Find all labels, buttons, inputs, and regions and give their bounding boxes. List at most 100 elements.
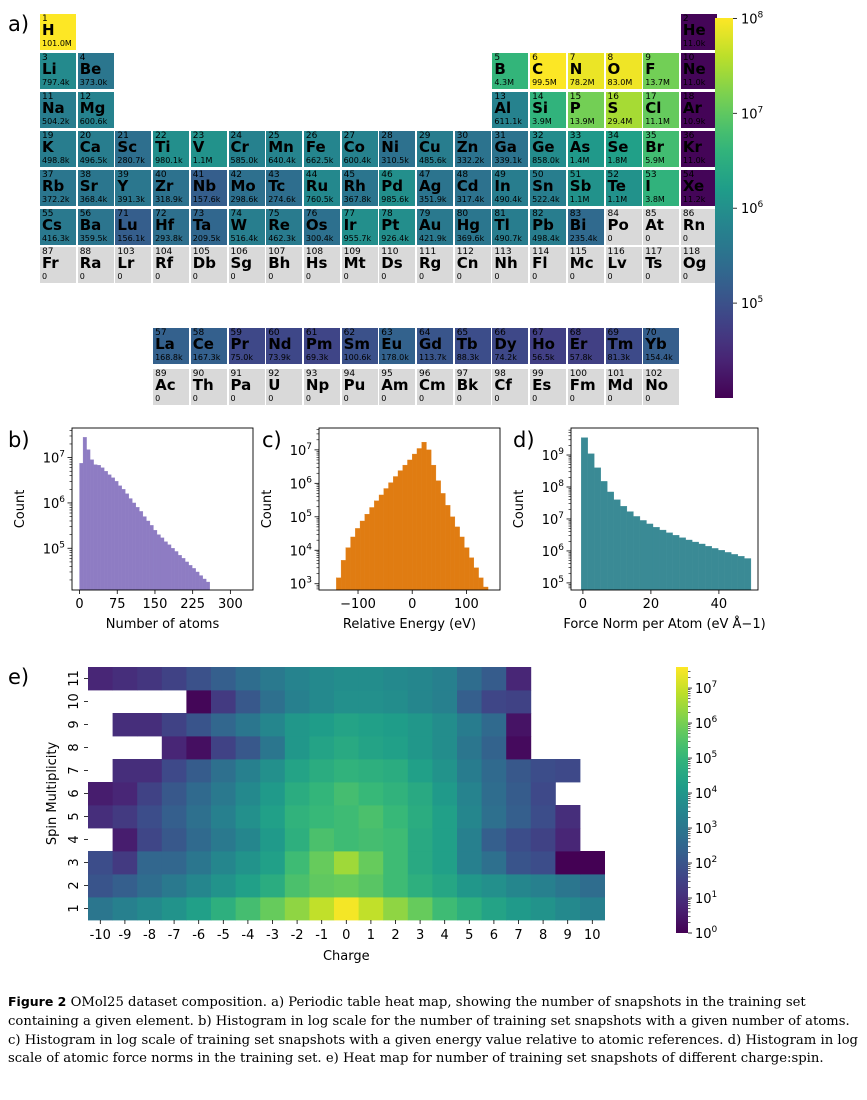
energy-histogram: −100 0 100 103 104 105 106 107 Relative Energy (…	[260, 427, 501, 632]
histogram-bar	[89, 459, 94, 591]
element-number: 56	[79, 208, 92, 219]
element-number: 35	[645, 130, 657, 141]
element-cell-pr: 59 Pr 75.0k	[228, 328, 265, 364]
histogram-bar	[192, 568, 196, 591]
heatmap-cell	[530, 897, 556, 921]
element-count: 0	[494, 272, 500, 282]
x-tick-label: 2	[391, 928, 399, 943]
element-cell-h: 1 H 101.0M	[40, 14, 76, 50]
y-tick-label: 105	[43, 540, 65, 557]
heatmap-cell	[88, 851, 113, 875]
heatmap-cell	[235, 759, 261, 783]
heatmap-cell	[284, 667, 310, 691]
heatmap-cell	[481, 759, 507, 783]
histogram-bar	[665, 532, 673, 591]
element-cell-pm: 61 Pm 69.3k	[303, 328, 340, 364]
element-symbol: Sc	[117, 137, 138, 156]
heatmap-cell	[161, 667, 187, 691]
element-count: 0	[343, 272, 349, 282]
element-count: 490.7k	[494, 233, 522, 243]
heatmap-cell	[137, 805, 163, 829]
element-cell-tl: 81 Tl 490.7k	[492, 208, 529, 245]
x-axis-label: Relative Energy (eV)	[343, 617, 476, 632]
heatmap-cell	[260, 736, 286, 760]
element-count: 522.4k	[532, 194, 560, 204]
element-symbol: Bk	[456, 376, 479, 394]
element-count: 88.3k	[456, 353, 480, 362]
element-count: 167.3k	[192, 353, 221, 362]
x-tick-label: 100	[454, 597, 479, 612]
element-cell-s: 16 S 29.4M	[605, 91, 642, 128]
element-number: 31	[494, 130, 506, 141]
heatmap-cell	[235, 667, 261, 691]
element-symbol: U	[268, 376, 281, 394]
element-count: 955.7k	[343, 233, 372, 243]
element-symbol: Pm	[305, 335, 333, 353]
heatmap-cell	[309, 667, 335, 691]
heatmap-cell	[137, 897, 163, 921]
element-count: 980.1k	[155, 155, 183, 165]
element-count: 274.6k	[268, 194, 296, 204]
element-number: 104	[155, 247, 173, 258]
panel-label-b: b)	[8, 428, 30, 452]
histogram-bar	[195, 571, 200, 591]
histogram-bar	[181, 558, 186, 591]
element-number: 110	[381, 247, 399, 258]
histogram-bar	[177, 555, 182, 591]
element-number: 98	[494, 369, 506, 379]
element-cell-y: 39 Y 391.3k	[115, 169, 152, 206]
y-tick-label: 8	[67, 743, 82, 751]
element-cell-ca: 20 Ca 496.5k	[77, 130, 114, 167]
heatmap-cell	[211, 713, 236, 737]
element-cell-tb: 65 Tb 88.3k	[454, 328, 491, 364]
histogram-bar	[613, 499, 621, 591]
heatmap-cell	[112, 713, 138, 737]
element-cell-rn: 86 Rn 0	[680, 208, 717, 245]
heatmap-cell	[260, 805, 286, 829]
element-cell-mn: 25 Mn 640.4k	[266, 130, 303, 167]
histogram-bar	[685, 539, 693, 591]
heatmap-cell	[555, 851, 581, 875]
element-count: 0	[682, 272, 688, 282]
element-count: 0	[682, 233, 688, 243]
element-symbol: In	[494, 176, 511, 195]
heatmap-cell	[186, 759, 212, 783]
element-symbol: Hs	[305, 254, 328, 273]
element-count: 157.6k	[192, 194, 221, 204]
element-count: 0	[117, 272, 123, 282]
element-cell-dy: 66 Dy 74.2k	[492, 328, 529, 364]
element-symbol: H	[42, 21, 55, 39]
element-symbol: Eu	[381, 335, 403, 353]
element-symbol: Zn	[456, 137, 479, 156]
heatmap-cell	[112, 874, 138, 898]
x-tick-label: 7	[514, 928, 522, 943]
element-number: 111	[419, 247, 437, 258]
element-number: 25	[268, 130, 280, 141]
element-number: 54	[682, 169, 695, 180]
element-number: 43	[268, 169, 280, 180]
element-cell-ce: 58 Ce 167.3k	[190, 328, 227, 364]
heatmap-cell	[506, 828, 532, 852]
element-count: 293.8k	[155, 233, 183, 243]
element-number: 28	[381, 130, 393, 141]
element-number: 74	[230, 208, 242, 219]
histogram-bar	[459, 536, 465, 591]
heatmap-cell	[211, 805, 236, 829]
heatmap-cell	[432, 713, 458, 737]
element-cell-b: 5 B 4.3M	[492, 52, 529, 89]
element-cell-rb: 37 Rb 372.2k	[40, 169, 76, 206]
element-count: 0	[305, 394, 311, 403]
x-tick-label: -7	[168, 928, 181, 943]
heatmap-cell	[235, 874, 261, 898]
element-number: 88	[79, 247, 92, 258]
element-symbol: Tm	[607, 335, 634, 353]
element-count: 0	[569, 272, 575, 282]
heatmap-cell	[432, 805, 458, 829]
heatmap-cell	[161, 851, 187, 875]
element-symbol: Pa	[230, 376, 252, 394]
element-count: 1.1M	[569, 194, 590, 204]
element-cell-re: 75 Re 462.3k	[266, 208, 303, 245]
element-cell-br: 35 Br 5.9M	[643, 130, 680, 167]
histogram-bar	[167, 544, 172, 591]
element-number: 100	[569, 369, 587, 379]
